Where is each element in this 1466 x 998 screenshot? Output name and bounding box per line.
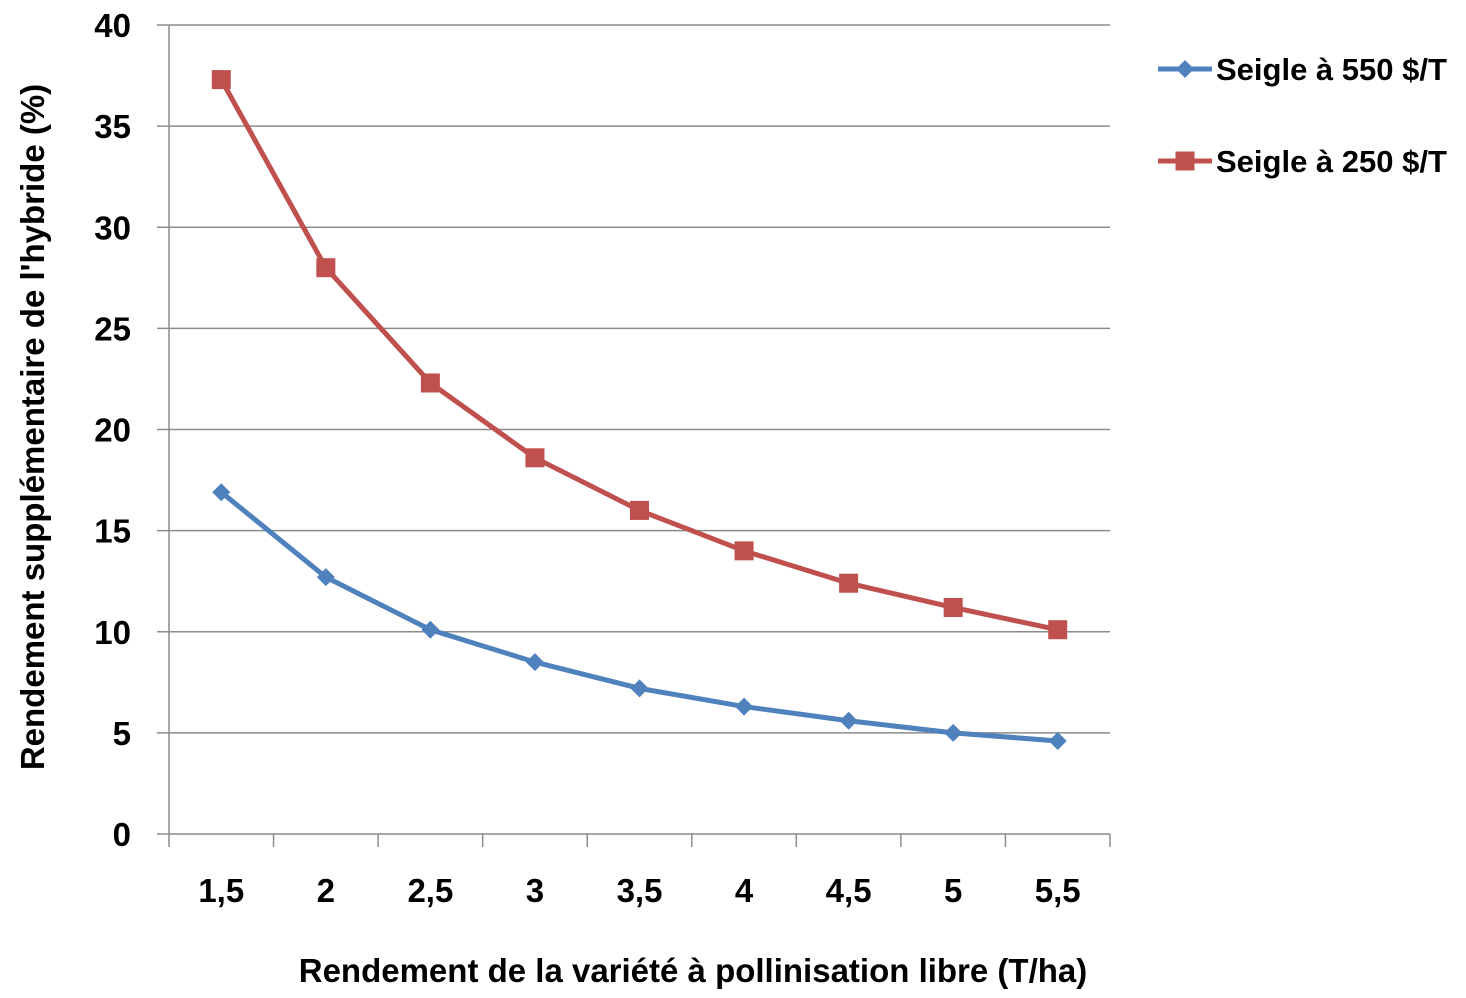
y-tick-label: 30 — [94, 209, 131, 246]
y-tick-label: 40 — [94, 7, 131, 44]
data-point — [421, 620, 440, 639]
legend-entry: Seigle à 250 $/T — [1158, 144, 1447, 179]
series — [211, 70, 1068, 750]
legend-label: Seigle à 250 $/T — [1216, 144, 1447, 179]
y-tick-label: 0 — [113, 816, 131, 853]
x-tick-label: 4,5 — [826, 872, 872, 909]
x-tick-label: 5 — [944, 872, 962, 909]
legend-swatch-marker — [1175, 151, 1195, 171]
axes: 0 5 10 15 20 25 30 35 40 1,5 2 2,5 3 3,5 4 4,5 5 5,5 — [94, 7, 1111, 909]
legend-entry: Seigle à 550 $/T — [1158, 52, 1447, 87]
y-tick-label: 20 — [94, 412, 131, 449]
legend: Seigle à 550 $/T Seigle à 250 $/T — [1158, 52, 1447, 179]
x-tick-label: 1,5 — [198, 872, 244, 909]
data-point — [735, 697, 754, 716]
data-point — [525, 653, 544, 672]
y-tick-label: 5 — [113, 715, 131, 752]
gridlines — [169, 24, 1110, 734]
data-point — [420, 373, 440, 393]
y-tick-label: 35 — [94, 108, 131, 145]
y-axis-title: Rendement supplémentaire de l'hybride (%… — [14, 84, 51, 770]
x-tick-label: 4 — [735, 872, 754, 909]
data-point — [211, 70, 231, 90]
legend-swatch-marker — [1176, 60, 1194, 78]
data-point — [944, 723, 963, 742]
y-tick-label: 10 — [94, 614, 131, 651]
data-point — [839, 711, 858, 730]
x-tick-label: 3,5 — [617, 872, 663, 909]
x-tick-label: 2 — [317, 872, 335, 909]
y-tick-label: 25 — [94, 310, 131, 347]
data-point — [316, 568, 335, 587]
series-2 — [211, 70, 1068, 640]
data-point — [943, 597, 963, 617]
data-point — [734, 541, 754, 561]
data-point — [839, 573, 859, 593]
series-line — [218, 489, 1061, 744]
data-point — [525, 448, 545, 468]
x-tick-label: 5,5 — [1035, 872, 1081, 909]
series-line — [218, 77, 1061, 633]
data-point — [630, 679, 649, 698]
x-axis-title: Rendement de la variété à pollinisation … — [299, 952, 1088, 989]
y-tick-label: 15 — [94, 513, 131, 550]
data-point — [316, 258, 336, 278]
data-point — [630, 500, 649, 520]
legend-label: Seigle à 550 $/T — [1216, 52, 1447, 87]
x-tick-label: 2,5 — [407, 872, 453, 909]
data-point — [1048, 731, 1067, 750]
data-point — [212, 483, 231, 502]
x-tick-label: 3 — [526, 872, 544, 909]
data-point — [1048, 620, 1068, 640]
series-1 — [212, 483, 1067, 750]
